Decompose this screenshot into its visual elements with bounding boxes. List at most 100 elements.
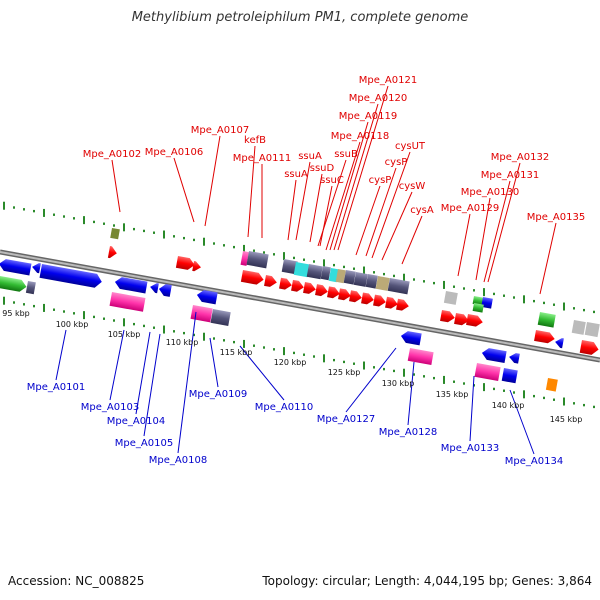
gene-label: Mpe_A0103 [81, 402, 139, 413]
gene-red [175, 256, 195, 270]
gene-purple [246, 251, 269, 269]
map-title: Methylibium petroleiphilum PM1, complete… [131, 10, 469, 25]
leader-line [173, 157, 195, 223]
gene-blue [196, 290, 218, 305]
gene-red [349, 290, 362, 303]
gene-olive [110, 228, 120, 240]
accession-text: Accession: NC_008825 [8, 574, 145, 588]
leader-line [469, 375, 475, 442]
leader-line [204, 135, 221, 227]
gene-label: Mpe_A0127 [317, 414, 375, 425]
gene-label: kefB [244, 135, 266, 146]
leader-line [329, 121, 369, 251]
gene-tan [335, 269, 346, 284]
gene-label: ssuD [310, 163, 335, 174]
kbp-tick-label: 95 kbp [2, 309, 30, 318]
leader-line [355, 185, 381, 256]
gene-label: Mpe_A0135 [527, 212, 585, 223]
gene-label: Mpe_A0118 [331, 131, 389, 142]
gene-red [315, 284, 328, 297]
gene-red [373, 294, 386, 307]
gene-label: Mpe_A0134 [505, 456, 563, 467]
gene-label: Mpe_A0129 [441, 203, 499, 214]
gene-green [472, 296, 484, 306]
leader-line [509, 389, 535, 455]
leader-line [55, 329, 67, 381]
gene-grey [443, 291, 458, 305]
leader-line [287, 179, 297, 241]
gene-label: Mpe_A0119 [339, 111, 397, 122]
kbp-labels: 95 kbp 100 kbp 105 kbp 110 kbp 115 kbp 120 kb… [2, 309, 582, 424]
gene-green [472, 303, 484, 313]
gene-blue [501, 368, 518, 384]
leader-line [487, 162, 521, 283]
gene-label: cysW [399, 181, 426, 192]
gene-blue [32, 263, 41, 274]
leader-line [483, 180, 511, 283]
leader-line [407, 361, 415, 426]
gene-orange [545, 378, 558, 392]
gene-grey [571, 320, 586, 335]
gene-red [454, 313, 469, 326]
gene-label: ssuA [298, 151, 322, 162]
gene-blue [39, 264, 102, 288]
gene-blue [150, 283, 159, 294]
gene-pink [407, 348, 434, 366]
gene-pink [109, 292, 146, 312]
gene-label: Mpe_A0102 [83, 149, 141, 160]
gene-label: Mpe_A0131 [481, 170, 539, 181]
gene-label: Mpe_A0106 [145, 147, 203, 158]
leader-line [239, 345, 285, 401]
kbp-tick-label: 145 kbp [550, 415, 583, 424]
gene-red [338, 288, 351, 301]
leader-line [325, 141, 361, 251]
gene-cyan [293, 262, 310, 278]
gene-red [264, 275, 277, 287]
leader-line [109, 329, 125, 401]
leader-line [309, 173, 323, 243]
kbp-tick-label: 125 kbp [328, 368, 361, 377]
gene-purple [320, 266, 331, 281]
gene-red [466, 314, 483, 327]
gene-label: cysP [369, 175, 392, 186]
gene-red [440, 310, 455, 323]
leader-line [295, 161, 311, 241]
kbp-tick-label: 130 kbp [382, 379, 415, 388]
leader-line [333, 103, 379, 251]
gene-label: Mpe_A0133 [441, 443, 499, 454]
gene-label: Mpe_A0121 [359, 75, 417, 86]
gene-tan [375, 276, 390, 291]
gene-label: Mpe_A0101 [27, 382, 85, 393]
leader-line [381, 191, 413, 261]
gene-purple [25, 281, 36, 295]
gene-red [396, 298, 409, 311]
leader-line [371, 151, 411, 259]
gene-red [361, 292, 374, 305]
gene-labels: Mpe_A0121 Mpe_A0120 Mpe_A0119 Mpe_A0118 cysU… [27, 75, 585, 467]
leader-lines [55, 85, 557, 455]
leader-line [143, 333, 161, 437]
gene-red [327, 286, 340, 299]
gene-label: ssuA [284, 169, 308, 180]
tick-tracks [3, 201, 595, 409]
gene-label: Mpe_A0110 [255, 402, 313, 413]
gene-purple [353, 272, 368, 287]
gene-purple [365, 274, 378, 289]
kbp-tick-label: 135 kbp [436, 390, 469, 399]
gene-purple [343, 270, 356, 285]
gene-purple [306, 264, 323, 280]
gene-grey [584, 322, 600, 338]
leader-line [401, 215, 423, 265]
gene-red [192, 261, 201, 272]
gene-purple [210, 309, 231, 326]
gene-label: ssuC [320, 175, 344, 186]
gene-label: Mpe_A0104 [107, 416, 165, 427]
gene-red [240, 270, 264, 285]
gene-red [291, 279, 304, 292]
gene-green [0, 276, 27, 292]
gene-red [279, 277, 292, 290]
leader-line [177, 311, 197, 454]
gene-label: Mpe_A0107 [191, 125, 249, 136]
leader-line [475, 197, 491, 281]
